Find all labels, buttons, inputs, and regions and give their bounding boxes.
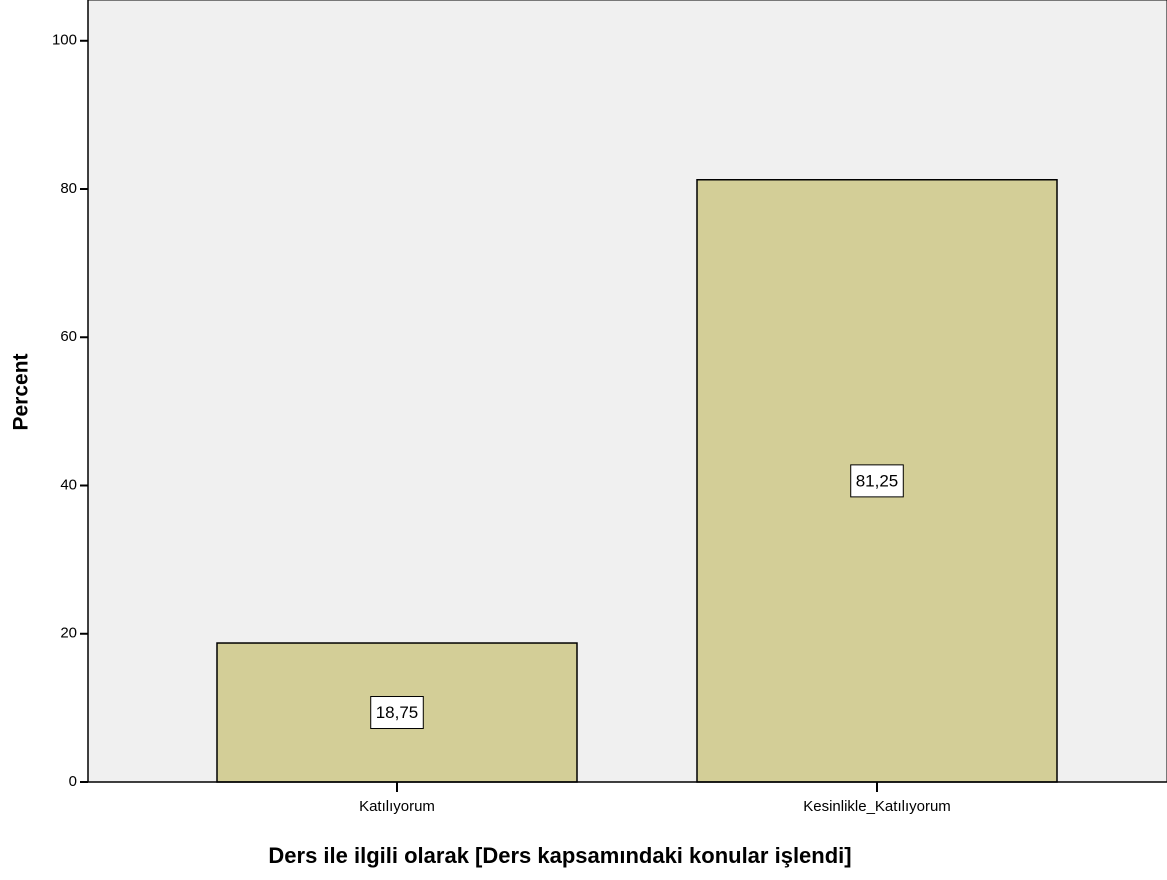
value-label-box xyxy=(850,464,904,498)
y-tick-label: 80 xyxy=(60,180,77,197)
y-tick-label: 40 xyxy=(60,476,77,493)
y-tick-label: 100 xyxy=(52,32,77,49)
x-tick-label: Katılıyorum xyxy=(359,798,435,815)
x-tick-label: Kesinlikle_Katılıyorum xyxy=(803,798,951,815)
y-tick-label: 20 xyxy=(60,625,77,642)
y-tick-label: 0 xyxy=(69,773,77,790)
x-axis-title: Ders ile ilgili olarak [Ders kapsamındak… xyxy=(268,843,851,868)
y-axis-title: Percent xyxy=(10,353,33,430)
value-label: 18,75 xyxy=(376,703,419,722)
value-label: 81,25 xyxy=(856,471,899,490)
value-label-box xyxy=(370,696,424,730)
y-tick-label: 60 xyxy=(60,328,77,345)
